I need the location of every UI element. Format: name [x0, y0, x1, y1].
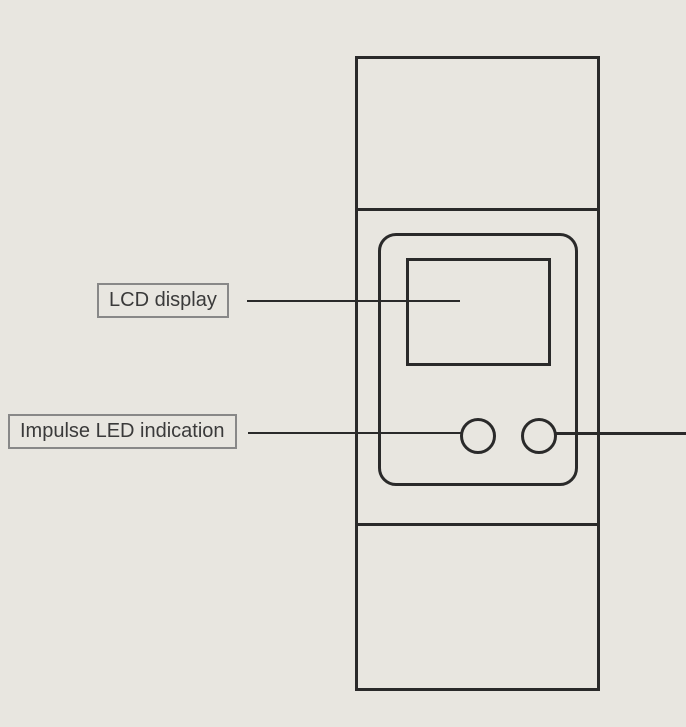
- lcd-label: LCD display: [97, 283, 229, 318]
- impulse-led-right: [521, 418, 557, 454]
- lcd-leader-line: [247, 300, 460, 302]
- impulse-led-left: [460, 418, 496, 454]
- led-label: Impulse LED indication: [8, 414, 237, 449]
- device-bottom-divider: [355, 523, 600, 526]
- led-leader-line: [248, 432, 461, 434]
- device-top-divider: [355, 208, 600, 211]
- lcd-display: [406, 258, 551, 366]
- right-leader-stub: [555, 432, 686, 435]
